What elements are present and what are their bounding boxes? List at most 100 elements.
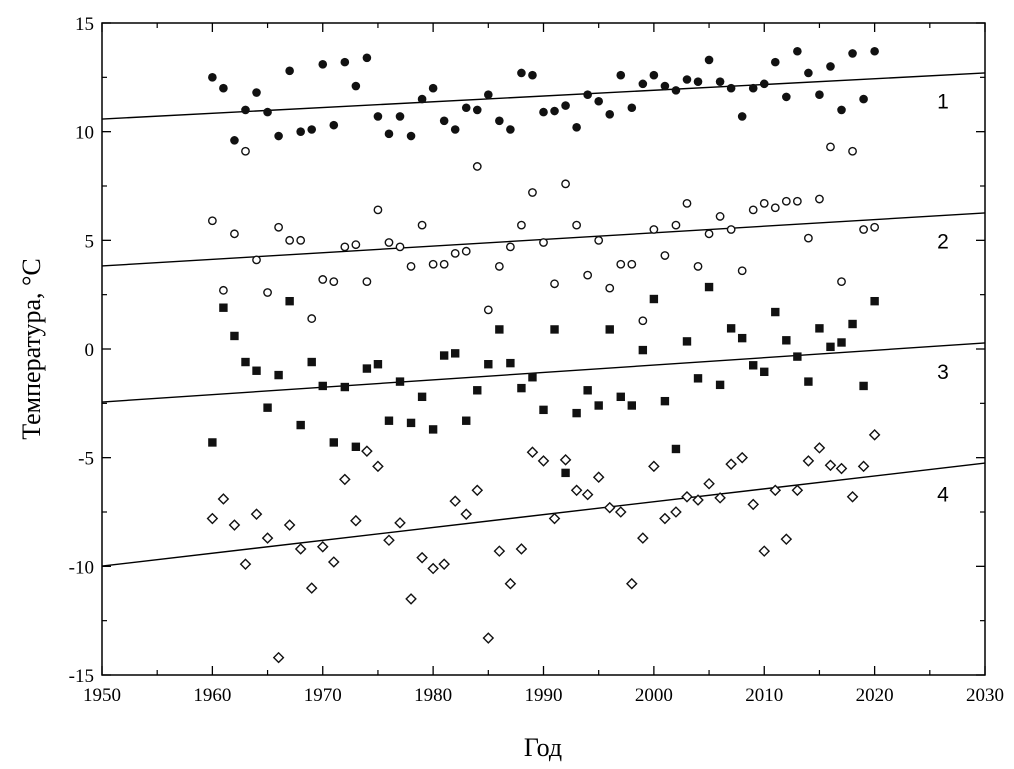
data-point bbox=[614, 506, 627, 518]
data-point bbox=[361, 445, 373, 457]
data-point bbox=[592, 471, 605, 484]
data-point bbox=[769, 484, 782, 497]
data-point bbox=[559, 454, 572, 466]
data-point bbox=[859, 225, 868, 234]
data-point bbox=[329, 438, 338, 447]
data-point bbox=[594, 235, 604, 245]
data-point bbox=[340, 382, 350, 392]
data-point bbox=[737, 266, 747, 276]
series-1: 1 bbox=[101, 46, 986, 145]
data-point bbox=[416, 551, 428, 564]
data-point bbox=[505, 242, 515, 252]
data-point bbox=[417, 220, 427, 230]
data-point bbox=[758, 545, 771, 557]
data-point bbox=[660, 251, 670, 260]
data-point bbox=[835, 462, 848, 475]
data-point bbox=[737, 333, 747, 343]
data-point bbox=[439, 259, 449, 269]
data-point bbox=[870, 296, 879, 306]
data-point bbox=[550, 106, 559, 116]
data-point bbox=[495, 116, 504, 126]
data-point bbox=[859, 94, 868, 104]
data-point bbox=[804, 68, 813, 78]
data-point bbox=[316, 540, 329, 553]
x-tick-label: 2010 bbox=[745, 685, 783, 706]
data-point bbox=[526, 446, 539, 459]
data-point bbox=[561, 468, 570, 478]
data-point bbox=[659, 512, 671, 525]
data-point bbox=[780, 533, 793, 545]
data-point bbox=[207, 216, 217, 226]
data-point bbox=[550, 325, 559, 334]
data-point bbox=[572, 408, 581, 418]
data-point bbox=[228, 519, 241, 531]
data-point bbox=[715, 380, 725, 390]
data-point bbox=[362, 277, 372, 287]
data-point bbox=[318, 59, 328, 69]
data-point bbox=[484, 90, 493, 100]
data-point bbox=[792, 196, 802, 206]
data-point bbox=[782, 92, 791, 102]
data-point bbox=[736, 451, 748, 464]
data-point bbox=[484, 360, 493, 369]
data-point bbox=[230, 229, 239, 239]
x-tick-label: 1950 bbox=[83, 685, 121, 706]
data-point bbox=[406, 418, 416, 428]
data-point bbox=[285, 66, 294, 76]
data-point bbox=[868, 429, 881, 441]
data-point bbox=[782, 336, 791, 345]
data-point bbox=[815, 194, 824, 204]
data-point bbox=[627, 259, 637, 269]
data-point bbox=[406, 131, 416, 141]
data-point bbox=[417, 392, 427, 402]
data-point bbox=[383, 534, 395, 547]
data-point bbox=[296, 235, 306, 245]
data-point bbox=[682, 198, 692, 208]
data-point bbox=[603, 501, 616, 514]
series-label: 4 bbox=[937, 483, 949, 506]
data-point bbox=[572, 220, 582, 230]
data-point bbox=[250, 508, 263, 520]
data-point bbox=[208, 438, 217, 447]
data-point bbox=[340, 242, 350, 252]
data-point bbox=[274, 131, 283, 141]
data-point bbox=[483, 305, 493, 315]
data-point bbox=[627, 401, 636, 410]
data-point bbox=[351, 240, 361, 250]
data-point bbox=[704, 229, 714, 239]
data-point bbox=[637, 532, 649, 544]
data-point bbox=[726, 324, 736, 333]
data-point bbox=[791, 484, 804, 497]
data-point bbox=[737, 112, 747, 121]
data-point bbox=[230, 331, 239, 341]
y-tick-label: 10 bbox=[75, 123, 94, 144]
data-point bbox=[770, 57, 780, 67]
data-point bbox=[671, 86, 681, 95]
data-point bbox=[826, 342, 835, 352]
data-point bbox=[373, 205, 383, 215]
data-point bbox=[704, 55, 714, 65]
data-point bbox=[451, 349, 460, 358]
data-point bbox=[770, 203, 780, 213]
data-point bbox=[261, 532, 274, 544]
data-point bbox=[548, 512, 561, 525]
data-point bbox=[427, 562, 439, 575]
data-point bbox=[384, 416, 394, 425]
data-point bbox=[241, 357, 250, 367]
data-point bbox=[616, 392, 625, 402]
data-point bbox=[870, 46, 879, 56]
data-point bbox=[583, 270, 593, 280]
data-point bbox=[206, 512, 219, 525]
data-point bbox=[329, 277, 339, 287]
data-point bbox=[241, 146, 250, 156]
data-point bbox=[748, 83, 758, 93]
data-point bbox=[747, 498, 760, 511]
data-point bbox=[539, 238, 548, 247]
data-point bbox=[824, 459, 837, 472]
data-point bbox=[771, 307, 780, 317]
data-point bbox=[252, 88, 261, 97]
data-point bbox=[372, 460, 384, 473]
data-point bbox=[296, 127, 305, 136]
series-label: 3 bbox=[937, 361, 949, 384]
data-point bbox=[583, 386, 592, 395]
